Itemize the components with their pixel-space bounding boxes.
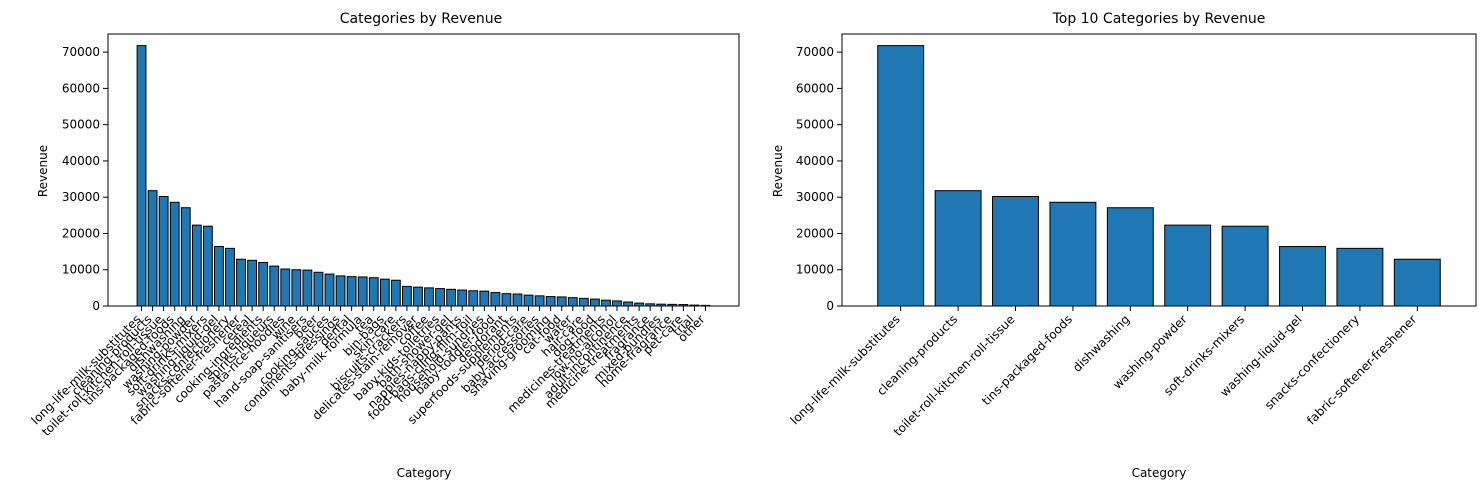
bar	[479, 290, 490, 307]
bar	[567, 297, 578, 307]
chart-top-10-categories: Top 10 Categories by Revenue Category Re…	[771, 11, 1477, 480]
bar	[468, 290, 479, 307]
bar	[534, 295, 545, 307]
y-tick-label: 70000	[62, 45, 100, 59]
bar	[501, 293, 512, 307]
x-tick-label: dishwashing	[1070, 312, 1133, 375]
y-tick-label: 0	[92, 299, 100, 313]
bar	[1106, 207, 1154, 307]
chart-title: Top 10 Categories by Revenue	[1052, 11, 1266, 27]
chart-title: Categories by Revenue	[340, 11, 503, 27]
y-tick-label: 70000	[796, 45, 834, 59]
plot-frame	[107, 33, 740, 307]
y-tick-label: 50000	[796, 118, 834, 132]
bar	[523, 294, 534, 307]
bar	[612, 300, 622, 307]
bar	[401, 285, 412, 307]
y-tick-label: 60000	[62, 81, 100, 95]
bar	[258, 261, 269, 307]
x-tick-label: long-life-milk-substitutes	[788, 312, 903, 427]
y-axis-label: Revenue	[36, 145, 50, 197]
x-axis-label: Category	[1132, 466, 1187, 480]
y-tick-label: 40000	[62, 154, 100, 168]
y-tick-label: 60000	[796, 81, 834, 95]
y-tick-label: 50000	[62, 118, 100, 132]
bar	[457, 289, 468, 307]
bar	[147, 190, 158, 307]
y-tick-label: 20000	[796, 226, 834, 240]
bar	[357, 276, 368, 307]
bar	[512, 293, 523, 307]
bar	[992, 195, 1039, 307]
bar	[269, 265, 280, 307]
bar	[934, 190, 982, 307]
bar	[236, 258, 246, 307]
bar	[291, 269, 302, 307]
x-tick-label: fabric-softener-freshener	[1304, 312, 1419, 427]
bar	[379, 278, 390, 307]
y-axis-label: Revenue	[771, 145, 785, 197]
bar	[556, 296, 567, 307]
bar	[1164, 224, 1212, 307]
x-axis-label: Category	[397, 466, 452, 480]
bar	[435, 288, 446, 307]
bar	[202, 225, 213, 307]
bar	[446, 288, 457, 307]
bar	[1336, 247, 1384, 307]
bar	[180, 207, 191, 307]
x-axis-ticks: long-life-milk-substitutescleaning-produ…	[28, 306, 708, 439]
bar	[589, 298, 600, 307]
bar	[225, 247, 235, 307]
bar	[1279, 246, 1326, 307]
y-tick-label: 30000	[62, 190, 100, 204]
bar	[601, 299, 611, 307]
plot-frame	[841, 33, 1477, 307]
chart-categories-by-revenue: Categories by Revenue Category Revenue 0…	[28, 11, 740, 480]
bar	[623, 301, 633, 307]
bar	[390, 279, 401, 307]
y-tick-label: 40000	[796, 154, 834, 168]
bar	[424, 287, 434, 307]
bar	[214, 246, 224, 307]
x-tick-label: toilet-roll-kitchen-roll-tissue	[891, 312, 1018, 439]
bar	[1221, 225, 1269, 307]
bar	[368, 277, 379, 307]
bar	[280, 268, 291, 307]
y-axis-ticks: 0 10000 20000 30000 40000 50000 60000 70000	[796, 45, 842, 313]
bar	[490, 292, 501, 307]
x-axis-ticks: long-life-milk-substitutescleaning-produ…	[788, 306, 1419, 439]
bar	[158, 195, 169, 307]
y-tick-label: 0	[826, 299, 834, 313]
bar	[877, 45, 925, 307]
bar	[578, 297, 589, 307]
bar	[335, 275, 346, 307]
bar	[136, 45, 147, 307]
bar	[413, 286, 423, 307]
bar	[346, 276, 357, 307]
x-tick-label: snacks-confectionery	[1262, 312, 1362, 412]
bar	[1393, 258, 1441, 307]
bar	[302, 269, 313, 307]
y-tick-label: 10000	[62, 263, 100, 277]
bar-series	[136, 45, 711, 307]
y-tick-label: 10000	[796, 263, 834, 277]
y-tick-label: 30000	[796, 190, 834, 204]
bar	[324, 273, 335, 307]
bar	[1049, 201, 1097, 307]
bar	[545, 296, 556, 307]
bar-series	[877, 45, 1441, 307]
bar	[247, 259, 258, 307]
bar	[169, 201, 180, 307]
y-tick-label: 20000	[62, 226, 100, 240]
y-axis-ticks: 0 10000 20000 30000 40000 50000 60000 70000	[62, 45, 108, 313]
bar	[191, 224, 202, 307]
bar	[313, 271, 324, 307]
